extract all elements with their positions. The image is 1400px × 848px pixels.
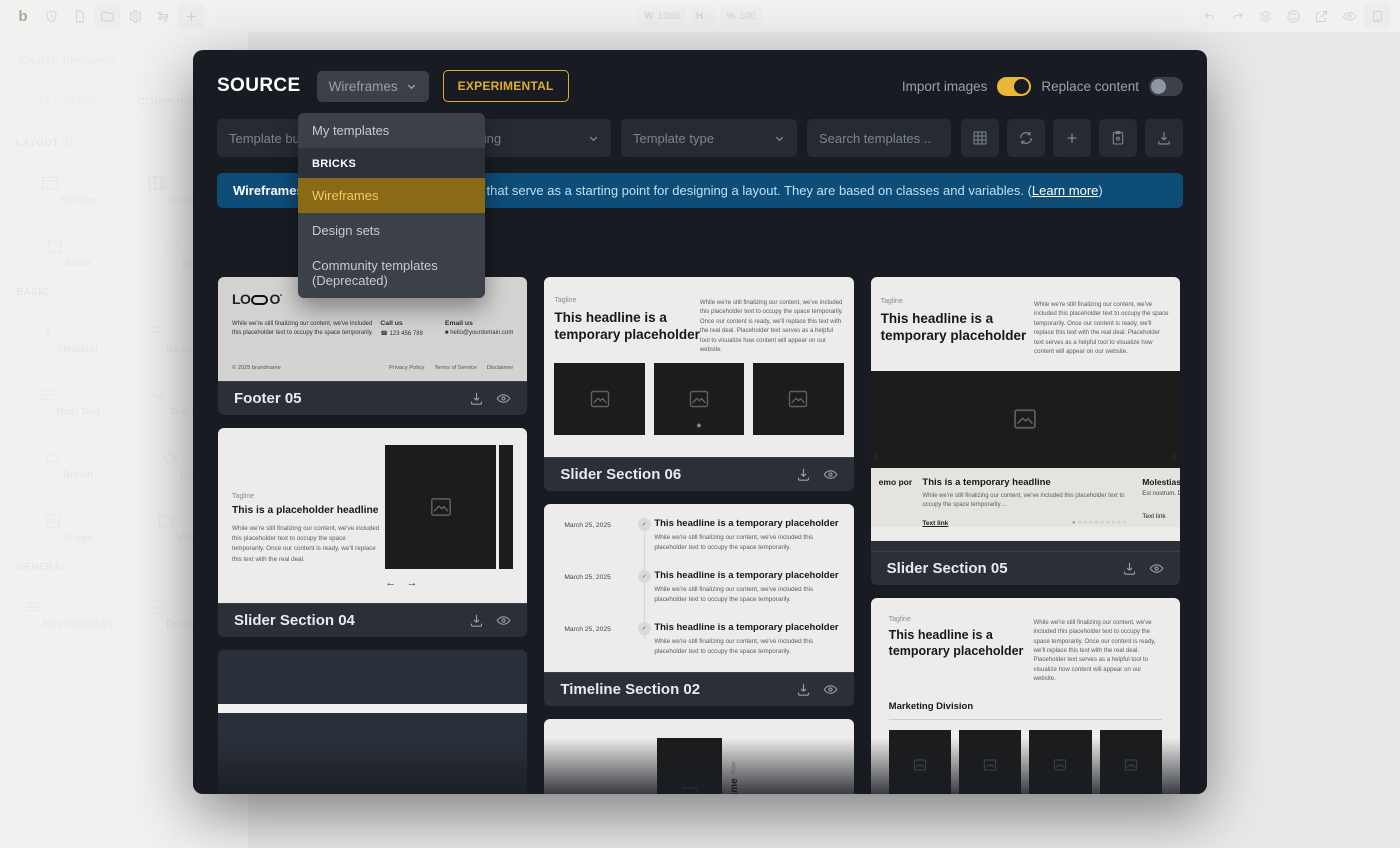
svg-text:3: 3 bbox=[50, 14, 53, 20]
svg-text:T: T bbox=[45, 326, 52, 339]
